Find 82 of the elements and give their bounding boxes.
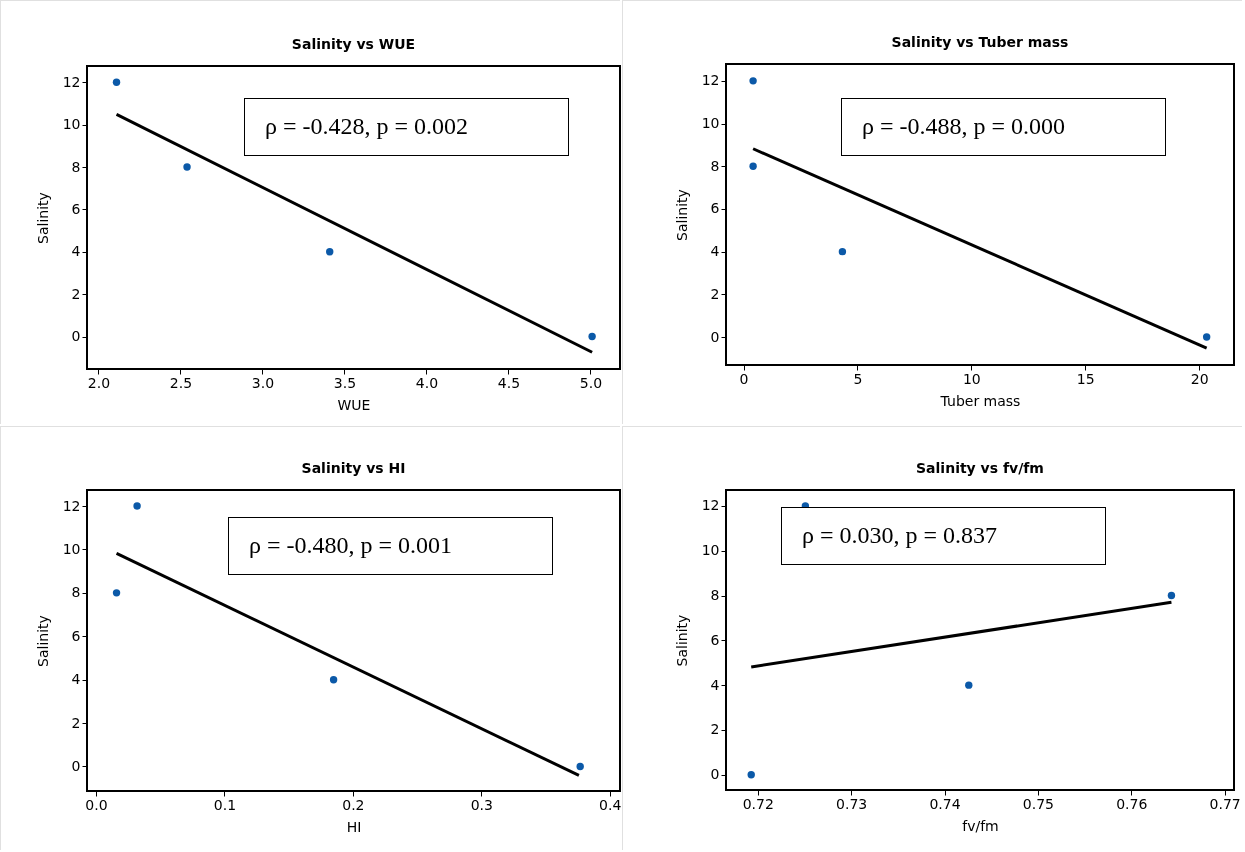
point (329, 675, 338, 684)
y-tick-label: 8 (71, 584, 81, 601)
y-tick-label: 0 (710, 328, 720, 345)
y-tick-label: 6 (71, 200, 81, 217)
chart-title: Salinity vs WUE (291, 36, 416, 52)
chart-title: Salinity vs Tuber mass (891, 34, 1069, 50)
y-tick-label: 2 (71, 285, 81, 302)
y-tick-label: 0 (710, 766, 720, 783)
point (1167, 591, 1176, 600)
y-tick-label: 10 (62, 540, 81, 557)
y-axis-title: Salinity (34, 192, 51, 244)
x-tick-label: 5.0 (579, 374, 603, 391)
y-tick-label: 4 (710, 676, 720, 693)
x-tick-label: 0.2 (342, 796, 365, 813)
x-tick-label: 0.75 (1022, 795, 1054, 812)
x-tick-label: 0.4 (599, 796, 622, 813)
x-tick-label: 3.5 (333, 374, 357, 391)
x-axis-title: fv/fm (962, 817, 999, 834)
text-box: ρ = -0.480, p = 0.001 (228, 517, 553, 575)
y-tick-label: 8 (710, 157, 720, 174)
point (112, 589, 121, 597)
point (183, 163, 191, 171)
y-tick-label: 6 (710, 631, 720, 648)
chart-title: Salinity vs HI (301, 460, 406, 476)
x-axis-title: HI (346, 818, 362, 835)
y-tick-label: 4 (71, 671, 81, 688)
x-tick-label: 0.3 (470, 796, 493, 813)
y-axis-title: Salinity (34, 615, 51, 667)
text-box: ρ = -0.488, p = 0.000 (841, 98, 1166, 156)
y-tick-label: 6 (710, 200, 720, 217)
point (326, 248, 334, 256)
y-tick-label: 4 (710, 243, 720, 260)
point (838, 247, 847, 256)
point (133, 502, 141, 510)
x-tick-label: 0.0 (85, 796, 108, 813)
point (588, 332, 596, 341)
point (576, 762, 584, 771)
text-box: ρ = -0.428, p = 0.002 (244, 98, 569, 156)
x-tick-label: 0.72 (742, 795, 774, 812)
x-tick-label: 0 (739, 370, 749, 387)
y-tick-label: 0 (71, 757, 81, 774)
x-tick-label: 0.74 (929, 795, 961, 812)
x-tick-label: 5 (853, 370, 863, 387)
x-tick-label: 4.0 (415, 374, 439, 391)
point (1202, 333, 1211, 341)
y-tick-label: 10 (701, 115, 720, 132)
x-tick-label: 10 (962, 370, 981, 387)
y-axis-title: Salinity (673, 614, 690, 667)
point (747, 771, 755, 779)
y-tick-label: 4 (71, 243, 81, 260)
y-tick-label: 12 (701, 497, 720, 514)
x-axis-title: WUE (337, 396, 371, 413)
text-box: ρ = 0.030, p = 0.837 (781, 507, 1106, 565)
point (749, 162, 757, 170)
y-tick-label: 12 (62, 73, 81, 90)
chart-title: Salinity vs fv/fm (916, 460, 1044, 476)
x-tick-label: 2.0 (87, 374, 111, 391)
y-tick-label: 0 (71, 328, 81, 345)
x-tick-label: 20 (1190, 370, 1209, 387)
y-tick-label: 2 (71, 714, 81, 731)
x-tick-label: 0.73 (836, 795, 868, 812)
x-tick-label: 15 (1076, 370, 1095, 387)
point (749, 77, 757, 85)
y-axis-title: Salinity (673, 189, 690, 241)
y-tick-label: 8 (71, 158, 81, 175)
y-tick-label: 10 (62, 116, 81, 133)
x-tick-label: 0.1 (213, 796, 237, 813)
y-tick-label: 8 (710, 587, 720, 604)
x-tick-label: 2.5 (169, 374, 193, 391)
y-tick-label: 6 (71, 627, 81, 644)
x-tick-label: 4.5 (497, 374, 521, 391)
x-axis-title: Tuber mass (939, 392, 1021, 409)
point (965, 681, 973, 689)
y-tick-label: 2 (710, 721, 720, 738)
y-tick-label: 2 (710, 285, 720, 302)
x-tick-label: 0.76 (1116, 795, 1148, 812)
point (112, 78, 121, 87)
y-tick-label: 12 (701, 72, 720, 89)
y-tick-label: 10 (701, 542, 720, 559)
x-tick-label: 0.77 (1209, 795, 1241, 812)
x-tick-label: 3.0 (251, 374, 275, 391)
y-tick-label: 12 (62, 497, 81, 514)
